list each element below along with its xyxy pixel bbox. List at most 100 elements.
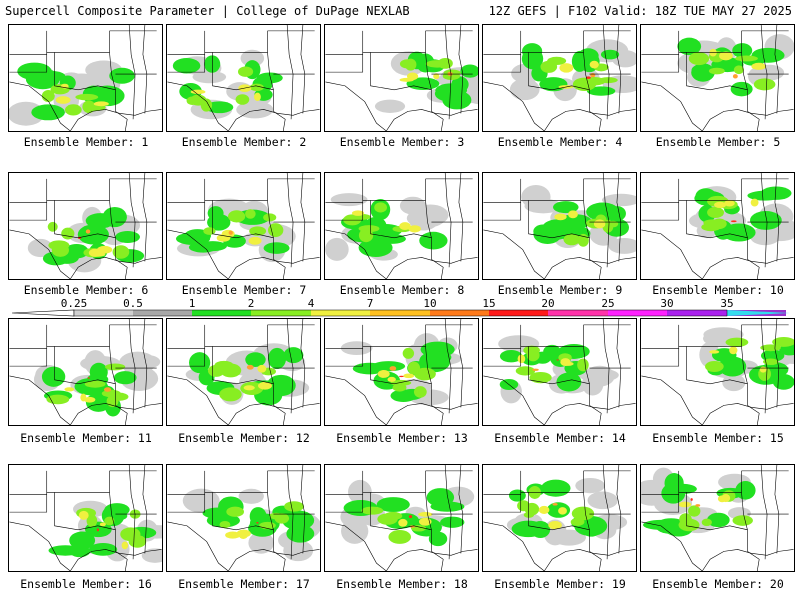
scp-contour	[200, 98, 213, 112]
scp-contour	[406, 72, 419, 81]
state-boundary	[325, 200, 444, 279]
state-boundary	[9, 375, 71, 425]
scp-contour	[556, 359, 559, 361]
scp-contour	[216, 234, 231, 242]
scp-contour	[266, 374, 296, 397]
state-boundary	[425, 25, 473, 120]
scp-contour	[406, 77, 440, 90]
ensemble-member-label: Ensemble Member: 1	[23, 135, 149, 149]
state-boundary	[204, 470, 274, 530]
scp-contour	[695, 504, 701, 507]
colorbar-segment	[192, 310, 251, 316]
ensemble-panel-15	[640, 318, 795, 426]
scp-contour	[411, 517, 442, 537]
scp-contour	[608, 237, 636, 254]
ensemble-panel-13	[324, 318, 479, 426]
scp-contour	[41, 89, 55, 102]
state-boundary	[9, 492, 128, 571]
parameter-map	[9, 319, 162, 425]
state-boundary	[167, 81, 229, 131]
colorbar-segment	[489, 310, 548, 316]
colorbar-tick-label: 1	[189, 297, 196, 310]
scp-contour	[760, 344, 781, 352]
parameter-map	[325, 319, 478, 425]
ensemble-member-label: Ensemble Member: 9	[497, 283, 623, 297]
scp-contour	[243, 385, 255, 391]
ensemble-panel-5	[640, 24, 795, 132]
scp-contour	[433, 73, 440, 80]
colorbar-segment	[251, 310, 311, 316]
ensemble-member-label: Ensemble Member: 14	[494, 431, 626, 445]
scp-contour	[406, 208, 446, 228]
colorbar-tick-label: 7	[367, 297, 374, 310]
parameter-map	[167, 25, 320, 131]
state-boundary	[167, 25, 306, 114]
state-boundary	[9, 200, 128, 279]
scp-contour	[64, 104, 82, 116]
ensemble-member-label: Ensemble Member: 10	[652, 283, 784, 297]
state-boundary	[583, 465, 631, 560]
state-boundary	[425, 465, 473, 560]
scp-contour	[248, 236, 262, 245]
scp-contour	[571, 506, 595, 521]
parameter-map	[483, 465, 636, 571]
scp-contour	[398, 518, 408, 527]
scp-contour	[268, 347, 287, 370]
colorbar-tick-label: 2	[248, 297, 255, 310]
scp-contour	[760, 186, 792, 200]
parameter-map	[483, 25, 636, 131]
state-boundary	[109, 465, 157, 560]
state-boundary	[678, 324, 748, 384]
scp-contour	[128, 535, 147, 548]
parameter-map	[483, 319, 636, 425]
state-boundary	[678, 470, 748, 530]
state-boundary	[678, 178, 748, 238]
scp-contour	[586, 76, 591, 79]
ensemble-panel-4	[482, 24, 637, 132]
scp-contour	[137, 355, 161, 369]
scp-contour	[235, 94, 250, 105]
scp-contour	[61, 227, 75, 240]
scp-contour	[600, 49, 620, 60]
state-boundary	[544, 549, 636, 571]
scp-contour	[31, 104, 65, 121]
state-boundary	[325, 375, 387, 425]
scp-contour	[533, 224, 553, 239]
scp-contour	[678, 501, 692, 508]
state-boundary	[325, 319, 464, 408]
scp-contour	[245, 352, 266, 367]
ensemble-panel-20	[640, 464, 795, 572]
colorbar-tick-label: 0.5	[123, 297, 143, 310]
scp-contour	[186, 96, 198, 105]
colorbar-segment	[548, 310, 608, 316]
scp-contour	[93, 101, 109, 107]
parameter-map	[483, 173, 636, 279]
scp-contour	[593, 219, 606, 229]
colorbar-segment	[608, 310, 667, 316]
state-boundary	[267, 465, 315, 560]
state-boundary	[544, 109, 636, 131]
scp-contour	[248, 531, 274, 554]
colorbar-segment	[430, 310, 489, 316]
scp-contour	[437, 57, 453, 69]
scp-contour	[530, 520, 551, 539]
scp-contour	[548, 521, 562, 530]
scp-contour	[725, 337, 749, 347]
ensemble-panel-6	[8, 172, 163, 280]
scp-contour	[55, 96, 71, 104]
state-boundary	[325, 346, 444, 425]
state-boundary	[325, 465, 464, 554]
scp-contour	[708, 67, 725, 75]
scp-contour	[104, 516, 115, 526]
scp-contour	[205, 101, 234, 114]
state-boundary	[70, 109, 162, 131]
ensemble-panel-16	[8, 464, 163, 572]
scp-contour	[113, 371, 137, 385]
scp-contour	[716, 360, 746, 373]
scp-contour	[64, 387, 75, 392]
ensemble-panel-12	[166, 318, 321, 426]
scp-contour	[84, 380, 106, 388]
scp-contour	[532, 368, 539, 371]
scp-contour	[772, 337, 794, 347]
scp-contour	[389, 366, 397, 371]
